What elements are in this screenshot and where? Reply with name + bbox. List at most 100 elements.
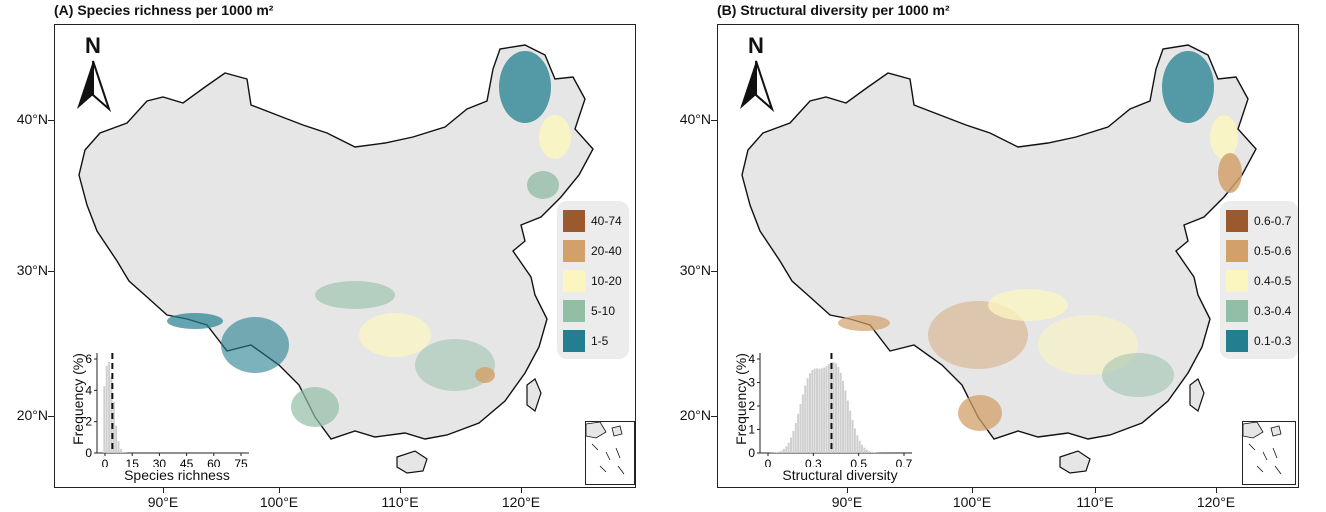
histogram-bar: [872, 452, 875, 453]
histogram-xtick-label: 60: [207, 457, 221, 467]
histogram-bar: [825, 366, 828, 453]
histogram-bar: [863, 447, 866, 453]
histogram-bar: [778, 451, 781, 453]
histogram-bar: [844, 390, 847, 453]
legend-swatch: [1226, 330, 1248, 352]
inset-map: [585, 421, 625, 475]
lat-label: 30°N: [679, 262, 711, 278]
histogram-bar: [797, 413, 800, 453]
histogram-bar: [827, 364, 830, 453]
histogram-xtick-label: 0: [102, 457, 109, 467]
histogram-ytick-label: 1: [748, 423, 755, 437]
histogram-bar: [858, 440, 861, 453]
panel-title: (B) Structural diversity per 1000 m²: [717, 2, 950, 18]
lon-tick: [1216, 488, 1217, 493]
histogram-bar: [842, 380, 845, 453]
taiwan-island: [1189, 378, 1205, 412]
histogram-bar: [787, 442, 790, 453]
north-arrow: N: [736, 33, 776, 113]
histogram-bar: [865, 449, 868, 453]
lon-label: 100°E: [952, 494, 992, 510]
histogram-bar: [861, 444, 863, 453]
lat-label: 40°N: [16, 111, 48, 127]
histogram-bar: [837, 367, 840, 453]
histogram-bar: [792, 431, 795, 453]
legend-item: 0.3-0.4: [1226, 299, 1291, 323]
legend-item: 0.4-0.5: [1226, 269, 1291, 293]
legend-swatch: [1226, 240, 1248, 262]
histogram-bar: [870, 451, 873, 453]
histogram-ytick-label: 6: [85, 352, 92, 366]
map-frame: N 40-74 20-40 10-20 5-10: [54, 24, 636, 488]
histogram-xtick-label: 0.5: [850, 457, 867, 467]
south-china-sea-inset: [1242, 421, 1296, 485]
histogram-ytick-label: 3: [748, 376, 755, 390]
histogram-bar: [808, 373, 811, 453]
histogram-inset: Frequency (%) 0 1 2 3 4 0 0.3 0.5 0.7 Structural…: [720, 343, 920, 487]
north-letter: N: [85, 33, 101, 58]
legend-label: 0.1-0.3: [1254, 334, 1292, 348]
legend-swatch: [1226, 210, 1248, 232]
histogram-bar: [823, 367, 826, 453]
histogram-bar: [820, 368, 823, 453]
histogram-bar: [804, 385, 807, 453]
histogram-bar: [115, 425, 118, 453]
hainan-island: [1059, 450, 1091, 474]
lat-tick: [48, 416, 54, 417]
histogram-bar: [775, 452, 778, 453]
histogram-bar: [119, 448, 122, 453]
histogram-bar: [105, 365, 108, 453]
north-arrow-icon: [77, 60, 112, 113]
panel-structural-diversity: (B) Structural diversity per 1000 m² 40°…: [663, 0, 1326, 512]
histogram-bar: [103, 386, 106, 453]
histogram-bar: [782, 448, 785, 453]
lon-tick: [847, 488, 848, 493]
histogram-plot: 0 1 2 3 4 0 0.3 0.5 0.7: [748, 352, 912, 467]
histogram-ytick-label: 2: [85, 415, 92, 429]
lon-tick: [163, 488, 164, 493]
histogram-xtick-label: 0: [765, 457, 772, 467]
histogram-bar: [794, 422, 797, 453]
histogram-xtick-label: 45: [180, 457, 194, 467]
histogram-bar: [811, 369, 814, 453]
histogram-bar: [108, 361, 111, 453]
histogram-bar: [839, 372, 842, 453]
histogram-bar: [849, 410, 852, 453]
histogram-xtick-label: 75: [234, 457, 248, 467]
taiwan-island: [526, 378, 542, 412]
lon-label: 110°E: [381, 494, 419, 510]
map-frame: N 0.6-0.7 0.5-0.6 0.4-0.5 0.3-0.4: [717, 24, 1299, 488]
legend-item: 10-20: [563, 269, 622, 293]
histogram-bar: [790, 437, 792, 453]
lon-label: 100°E: [259, 494, 299, 510]
lat-tick: [48, 120, 54, 121]
histogram-bar: [856, 435, 859, 453]
panel-species-richness: (A) Species richness per 1000 m² 40°N 30…: [16, 2, 636, 510]
histogram-bar: [813, 368, 816, 453]
legend-label: 40-74: [591, 214, 622, 228]
histogram-bar: [799, 404, 802, 453]
inset-map: [1242, 421, 1282, 475]
histogram-xtick-label: 30: [153, 457, 167, 467]
legend-item: 0.6-0.7: [1226, 209, 1291, 233]
histogram-ytick-label: 4: [748, 352, 755, 366]
legend-swatch: [563, 330, 585, 352]
legend-item: 1-5: [563, 329, 608, 353]
china-map: [741, 44, 1257, 474]
histogram-bar: [818, 368, 821, 453]
legend-item: 0.1-0.3: [1226, 329, 1291, 353]
legend-swatch: [563, 210, 585, 232]
histogram-bar: [835, 363, 837, 453]
histogram-ytick-label: 2: [748, 399, 755, 413]
lat-label: 20°N: [16, 407, 48, 423]
legend-label: 0.3-0.4: [1254, 304, 1292, 318]
histogram-bar: [851, 420, 854, 453]
legend-swatch: [1226, 270, 1248, 292]
lat-tick: [711, 120, 717, 121]
hainan-island: [396, 450, 428, 474]
histogram-ytick-label: 0: [748, 446, 755, 460]
legend-swatch: [1226, 300, 1248, 322]
lat-tick: [48, 271, 54, 272]
histogram-bar: [785, 446, 788, 453]
south-china-sea-inset: [585, 421, 635, 485]
